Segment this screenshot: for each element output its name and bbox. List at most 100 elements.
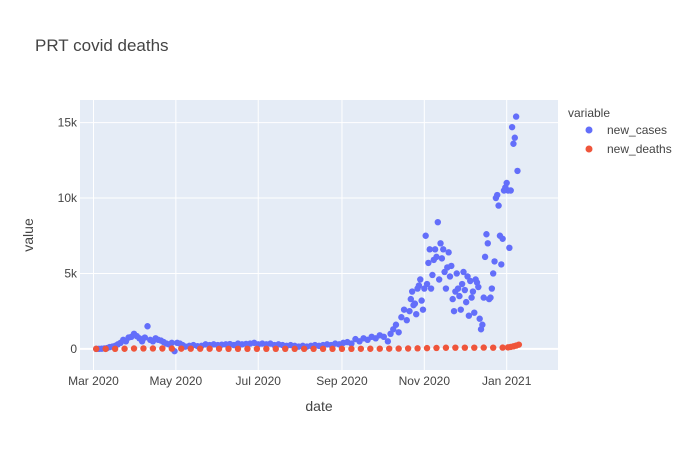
chart-title: PRT covid deaths — [35, 36, 169, 55]
data-point — [471, 309, 478, 316]
data-point — [465, 312, 473, 319]
data-point — [460, 268, 467, 276]
data-point — [149, 345, 157, 352]
data-point — [498, 261, 505, 268]
data-point — [440, 246, 447, 253]
data-point — [244, 345, 251, 353]
data-point — [442, 344, 450, 351]
data-point — [423, 280, 431, 288]
data-point — [489, 344, 497, 351]
plot-area — [80, 100, 558, 370]
y-axis-ticks: 0 5k 10k 15k — [58, 116, 78, 356]
data-point — [438, 255, 446, 262]
y-tick-label: 0 — [70, 342, 77, 356]
data-point — [449, 295, 456, 303]
data-point — [499, 235, 506, 242]
data-point — [168, 345, 176, 352]
y-tick-label: 5k — [64, 266, 78, 280]
x-tick-label: Mar 2020 — [68, 374, 119, 388]
data-point — [489, 270, 497, 277]
legend-items[interactable]: new_cases new_deaths — [585, 123, 672, 156]
data-point — [400, 306, 408, 313]
legend-marker — [585, 126, 593, 134]
data-point — [253, 345, 261, 353]
data-point — [462, 298, 470, 306]
data-point — [418, 297, 425, 304]
data-point — [458, 280, 466, 288]
x-axis-ticks: Mar 2020 May 2020 Jul 2020 Sep 2020 Nov 2020… — [68, 374, 532, 388]
data-point — [348, 345, 355, 353]
data-point — [481, 253, 489, 261]
data-point — [414, 345, 421, 352]
data-point — [407, 295, 415, 303]
data-point — [461, 344, 469, 351]
data-point — [384, 338, 392, 345]
data-point — [442, 285, 450, 292]
legend-item-new-cases[interactable]: new_cases — [585, 123, 668, 137]
data-point — [491, 258, 498, 265]
data-point — [503, 179, 510, 187]
data-point — [512, 113, 520, 120]
data-point — [263, 345, 270, 353]
data-point — [357, 345, 365, 352]
data-point — [435, 276, 443, 283]
data-point — [395, 329, 402, 336]
data-point — [429, 271, 436, 279]
data-point — [511, 134, 518, 141]
data-point — [102, 345, 109, 353]
x-tick-label: Sep 2020 — [316, 374, 368, 388]
data-point — [457, 306, 464, 313]
data-point — [380, 333, 388, 341]
data-point — [422, 232, 429, 239]
data-point — [367, 345, 374, 352]
legend[interactable]: variable new_cases new_deaths — [568, 106, 672, 156]
data-points — [93, 113, 523, 355]
data-point — [225, 345, 232, 353]
data-point — [392, 321, 400, 328]
legend-item-new-deaths[interactable]: new_deaths — [585, 142, 672, 156]
data-point — [437, 240, 444, 247]
data-point — [111, 345, 119, 353]
data-point — [480, 344, 487, 351]
data-point — [310, 345, 317, 353]
legend-title: variable — [568, 106, 610, 120]
data-point — [476, 315, 483, 322]
data-point — [404, 345, 412, 352]
series-new-deaths — [93, 341, 523, 353]
data-point — [446, 273, 454, 280]
data-point — [433, 344, 440, 352]
data-point — [448, 262, 455, 270]
data-point — [515, 341, 523, 348]
data-point — [495, 202, 502, 209]
x-tick-label: Jan 2021 — [482, 374, 532, 388]
data-point — [130, 345, 138, 352]
data-point — [488, 285, 496, 292]
data-point — [206, 345, 213, 352]
data-point — [508, 123, 516, 131]
data-point — [467, 277, 474, 285]
data-point — [272, 345, 279, 353]
y-tick-label: 15k — [58, 116, 78, 130]
data-point — [329, 345, 336, 353]
data-point — [140, 345, 147, 352]
data-point — [433, 253, 440, 261]
data-point — [398, 314, 405, 321]
data-point — [406, 307, 413, 315]
data-point — [507, 187, 514, 194]
y-tick-label: 10k — [58, 191, 78, 205]
data-point — [300, 345, 308, 353]
data-point — [452, 344, 459, 351]
data-point — [419, 306, 427, 313]
data-point — [282, 345, 289, 353]
x-axis-title: date — [305, 398, 332, 414]
data-point — [376, 345, 383, 352]
x-tick-label: May 2020 — [150, 374, 203, 388]
data-point — [411, 300, 419, 307]
data-point — [426, 246, 433, 253]
data-point — [187, 345, 194, 352]
data-point — [423, 344, 431, 352]
data-point — [475, 283, 482, 291]
data-point — [479, 321, 486, 328]
